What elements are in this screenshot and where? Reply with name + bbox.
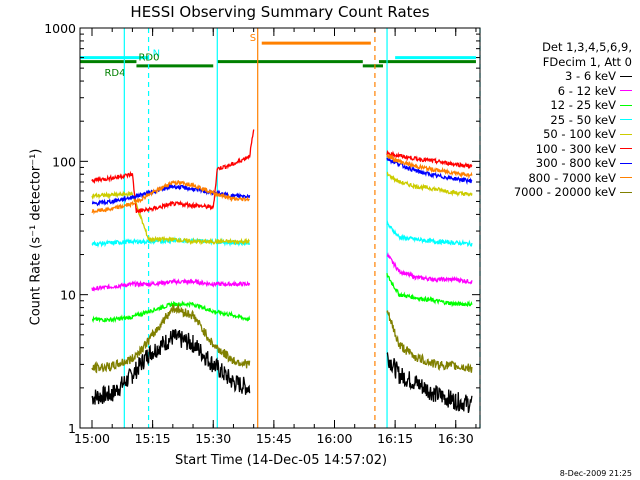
legend-swatch-1 [620, 90, 632, 92]
y-tick-label-2: 100 [52, 154, 76, 169]
flag-label-n: N [153, 49, 160, 60]
legend-label-1: 6 - 12 keV [557, 83, 616, 98]
legend-header-line-2: FDecim 1, Att 0 [542, 54, 632, 69]
legend-item-2: 12 - 25 keV [486, 98, 632, 113]
legend-swatch-0 [620, 75, 632, 77]
legend-label-7: 800 - 7000 keV [528, 170, 616, 185]
legend-header-line-1: Det 1,3,4,5,6,9, [542, 40, 632, 54]
x-tick-label-1: 15:15 [135, 431, 171, 446]
legend-swatch-7 [620, 177, 632, 179]
x-tick-label-0: 15:00 [74, 431, 110, 446]
y-axis-label: Count Rate (s⁻¹ detector⁻¹) [28, 148, 44, 326]
legend-swatch-3 [620, 119, 632, 121]
series-line-4 [91, 171, 473, 246]
series-line-2 [91, 273, 473, 324]
legend-label-0: 3 - 6 keV [565, 69, 616, 83]
series-line-8 [91, 302, 473, 374]
x-tick-label-4: 16:00 [316, 431, 352, 446]
legend: Det 1,3,4,5,6,9, FDecim 1, Att 0 3 - 6 k… [486, 40, 632, 200]
x-axis-label: Start Time (14-Dec-05 14:57:02) [174, 453, 388, 468]
plot-background [80, 28, 480, 428]
footer-date: 8-Dec-2009 21:25 [559, 469, 632, 478]
legend-item-0: 3 - 6 keV [486, 69, 632, 84]
flag-label-s: S [250, 33, 256, 44]
legend-item-6: 300 - 800 keV [486, 156, 632, 171]
legend-item-5: 100 - 300 keV [486, 142, 632, 157]
x-tick-label-3: 15:45 [256, 431, 292, 446]
legend-label-3: 25 - 50 keV [550, 112, 616, 127]
legend-item-4: 50 - 100 keV [486, 127, 632, 142]
legend-label-4: 50 - 100 keV [543, 127, 616, 141]
legend-swatch-6 [620, 162, 632, 164]
legend-swatch-5 [620, 148, 632, 150]
legend-label-6: 300 - 800 keV [535, 156, 616, 170]
y-tick-label-0: 1 [68, 421, 76, 436]
legend-item-7: 800 - 7000 keV [486, 171, 632, 186]
chart-title: HESSI Observing Summary Count Rates [130, 3, 430, 21]
legend-item-8: 7000 - 20000 keV [486, 185, 632, 200]
plot-area [80, 28, 480, 428]
y-tick-label-1: 10 [60, 288, 76, 303]
legend-item-1: 6 - 12 keV [486, 84, 632, 99]
legend-label-8: 7000 - 20000 keV [513, 185, 616, 199]
legend-swatch-4 [620, 133, 632, 135]
series-line-5 [91, 129, 473, 214]
flag-label-rd4: RD4 [104, 68, 125, 79]
x-tick-label-2: 15:30 [195, 431, 231, 446]
legend-swatch-2 [620, 104, 632, 106]
series-layer [91, 129, 473, 413]
legend-label-2: 12 - 25 keV [550, 98, 616, 112]
legend-label-5: 100 - 300 keV [535, 141, 616, 156]
axes: 15:00 15:15 15:30 15:45 16:00 16:15 16:30 1 10 10… [44, 21, 481, 446]
x-tick-label-5: 16:15 [377, 431, 413, 446]
y-tick-label-3: 1000 [44, 21, 76, 36]
legend-item-3: 25 - 50 keV [486, 113, 632, 128]
series-line-1 [91, 252, 473, 292]
x-tick-label-6: 16:30 [438, 431, 474, 446]
series-line-7 [91, 153, 473, 215]
plot-frame [79, 27, 481, 429]
series-line-0 [91, 329, 473, 413]
legend-swatch-8 [620, 191, 632, 193]
